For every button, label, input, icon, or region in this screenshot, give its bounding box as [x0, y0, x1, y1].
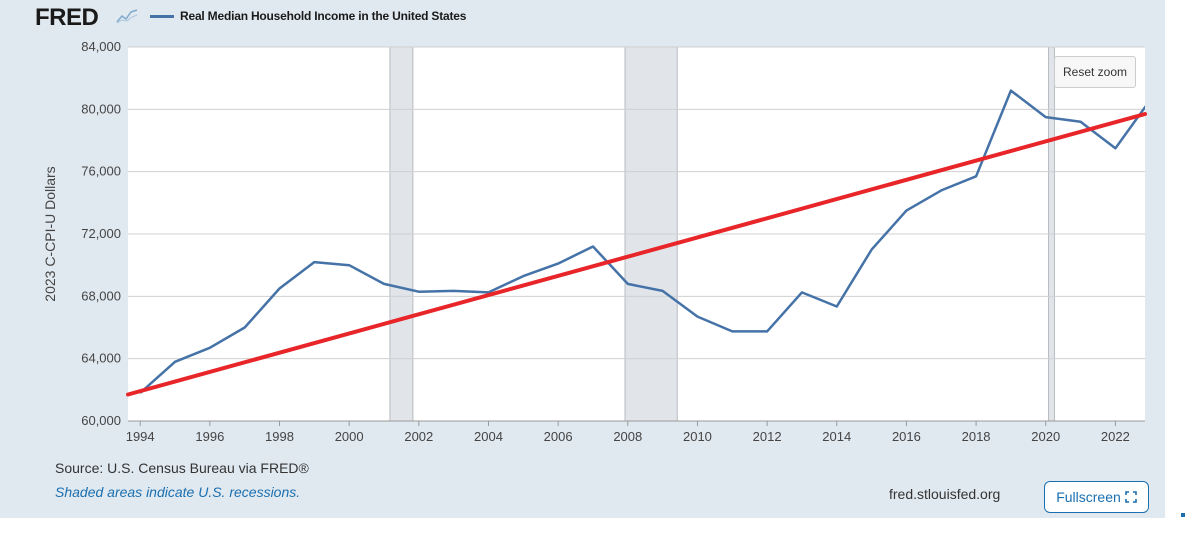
x-tick-label: 1994	[126, 429, 155, 444]
data-point[interactable]	[1148, 98, 1152, 102]
data-point[interactable]	[835, 304, 839, 308]
chart-svg: 60,000 64,000 68,000 72,000 76,000 80,000 84,0…	[42, 39, 1152, 444]
page-corner-marker	[1181, 513, 1185, 517]
data-point[interactable]	[1044, 115, 1048, 119]
y-tick-label: 80,000	[81, 101, 121, 116]
x-tick-label: 2010	[683, 429, 712, 444]
x-tick-label: 2016	[892, 429, 921, 444]
y-tick-label: 64,000	[81, 351, 121, 366]
source-note: Source: U.S. Census Bureau via FRED®	[55, 460, 309, 476]
x-tick-label: 2022	[1101, 429, 1130, 444]
data-point[interactable]	[1009, 89, 1013, 93]
data-point[interactable]	[452, 289, 456, 293]
fred-logo[interactable]: FRED	[35, 4, 99, 31]
site-link[interactable]: fred.stlouisfed.org	[889, 486, 1001, 502]
data-point[interactable]	[730, 329, 734, 333]
y-tick-label: 68,000	[81, 288, 121, 303]
x-tick-label: 2008	[613, 429, 642, 444]
data-point[interactable]	[1079, 120, 1083, 124]
y-tick-label: 72,000	[81, 226, 121, 241]
x-tick-label: 2000	[335, 429, 364, 444]
y-tick-label: 76,000	[81, 164, 121, 179]
x-tick-label: 2012	[753, 429, 782, 444]
legend-series-swatch	[150, 14, 174, 18]
fullscreen-icon	[1124, 491, 1137, 503]
data-point[interactable]	[382, 282, 386, 286]
line-graph-icon	[116, 9, 138, 24]
reset-zoom-button[interactable]: Reset zoom	[1054, 56, 1136, 88]
data-point[interactable]	[556, 262, 560, 266]
x-tick-label: 2018	[962, 429, 991, 444]
data-point[interactable]	[208, 346, 212, 350]
data-point[interactable]	[661, 289, 665, 293]
data-point[interactable]	[904, 209, 908, 213]
legend-series-label: Real Median Household Income in the Unit…	[180, 9, 467, 23]
data-point[interactable]	[870, 248, 874, 252]
data-point[interactable]	[939, 188, 943, 192]
data-point[interactable]	[1113, 146, 1117, 150]
red-trendline	[126, 112, 1147, 397]
data-point[interactable]	[173, 360, 177, 364]
data-point[interactable]	[591, 244, 595, 248]
fullscreen-button[interactable]: Fullscreen	[1044, 481, 1149, 513]
data-point[interactable]	[695, 315, 699, 319]
chart-legend[interactable]: Real Median Household Income in the Unit…	[150, 9, 466, 23]
data-point[interactable]	[765, 329, 769, 333]
fullscreen-label: Fullscreen	[1056, 489, 1121, 505]
y-tick-label: 84,000	[81, 39, 121, 54]
data-point[interactable]	[626, 282, 630, 286]
data-point[interactable]	[417, 290, 421, 294]
x-tick-label: 2002	[404, 429, 433, 444]
x-tick-label: 1996	[195, 429, 224, 444]
trendline-layer	[126, 112, 1147, 397]
x-tick-label: 2004	[474, 429, 503, 444]
data-point[interactable]	[521, 274, 525, 278]
income-series-line[interactable]	[139, 89, 1150, 394]
x-tick-label: 2014	[822, 429, 851, 444]
y-axis-label: 2023 C-CPI-U Dollars	[42, 166, 58, 301]
data-point[interactable]	[347, 263, 351, 267]
axis-layer: 60,000 64,000 68,000 72,000 76,000 80,000 84,0…	[42, 39, 1145, 444]
x-tick-label: 2006	[544, 429, 573, 444]
x-tick-label: 2020	[1031, 429, 1060, 444]
x-tick-label: 1998	[265, 429, 294, 444]
data-point[interactable]	[800, 290, 804, 294]
data-point[interactable]	[312, 260, 316, 264]
data-point[interactable]	[278, 287, 282, 291]
y-tick-label: 60,000	[81, 413, 121, 428]
data-point[interactable]	[974, 174, 978, 178]
series-layer	[139, 89, 1152, 394]
data-point[interactable]	[243, 326, 247, 330]
recession-shading-note: Shaded areas indicate U.S. recessions.	[55, 484, 301, 500]
